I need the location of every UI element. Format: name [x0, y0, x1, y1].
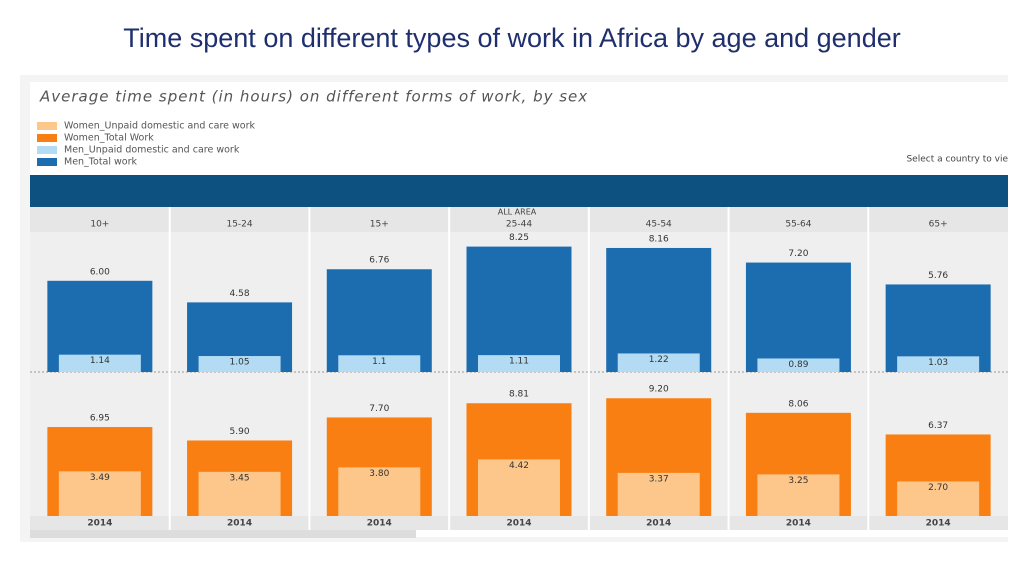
value-label: 3.45 [230, 473, 250, 483]
value-label: 1.14 [90, 356, 110, 366]
value-label: 3.37 [649, 474, 669, 484]
bar [338, 355, 421, 372]
category-label: 15+ [370, 220, 389, 230]
area-label: ALL AREA [498, 208, 537, 217]
year-label: 2014 [786, 519, 811, 529]
bar [478, 459, 560, 516]
bar [757, 358, 840, 372]
slide-title: Time spent on different types of work in… [123, 23, 900, 53]
value-label: 5.90 [230, 427, 250, 437]
category-label: 55-64 [785, 220, 811, 230]
bar [897, 356, 980, 372]
category-label: 45-54 [646, 220, 672, 230]
legend-swatch [37, 122, 57, 130]
note: Select a country to vie [906, 155, 1008, 165]
value-label: 8.25 [509, 233, 529, 243]
value-label: 6.76 [369, 256, 389, 266]
value-label: 6.95 [90, 414, 110, 424]
value-label: 8.06 [788, 399, 808, 409]
bar [617, 353, 700, 372]
year-label: 2014 [87, 519, 112, 529]
bar [58, 354, 141, 372]
legend-swatch [37, 134, 57, 142]
bar [466, 246, 572, 372]
bar [606, 247, 712, 372]
scrollbar [30, 530, 416, 538]
value-label: 3.49 [90, 473, 110, 483]
value-label: 9.20 [649, 385, 669, 395]
bar [338, 467, 421, 516]
value-label: 1.03 [928, 358, 948, 368]
bar [897, 481, 980, 516]
year-row [30, 516, 1008, 530]
legend-label: Men_Total work [64, 157, 138, 168]
bar [478, 355, 560, 372]
legend-swatch [37, 146, 57, 154]
value-label: 5.76 [928, 271, 948, 281]
header-row [30, 207, 1008, 232]
value-label: 6.00 [90, 267, 110, 277]
bar [745, 262, 851, 372]
value-label: 6.37 [928, 421, 948, 431]
value-label: 1.05 [230, 358, 250, 368]
value-label: 7.70 [369, 404, 389, 414]
bar [617, 472, 700, 516]
value-label: 1.22 [649, 355, 669, 365]
bar [58, 471, 141, 516]
value-label: 7.20 [788, 249, 808, 259]
category-label: 15-24 [226, 220, 252, 230]
value-label: 1.11 [509, 357, 529, 367]
legend-label: Men_Unpaid domestic and care work [64, 145, 240, 156]
chart-title: Average time spent (in hours) on differe… [39, 88, 588, 106]
category-label: 25-44 [506, 220, 532, 230]
value-label: 0.89 [788, 360, 808, 370]
bar [198, 356, 281, 372]
value-label: 3.80 [369, 469, 389, 479]
year-label: 2014 [227, 519, 252, 529]
bar [198, 471, 281, 516]
value-label: 8.81 [509, 390, 529, 400]
category-label: 65+ [929, 220, 948, 230]
value-label: 4.58 [230, 289, 250, 299]
value-label: 8.16 [649, 234, 669, 244]
year-label: 2014 [646, 519, 671, 529]
legend-swatch [37, 158, 57, 166]
bar [326, 269, 432, 372]
legend-label: Women_Total Work [64, 133, 154, 144]
category-label: 10+ [90, 220, 109, 230]
value-label: 4.42 [509, 461, 529, 471]
bar [757, 474, 840, 516]
year-label: 2014 [506, 519, 531, 529]
year-label: 2014 [926, 519, 951, 529]
value-label: 3.25 [788, 476, 808, 486]
value-label: 1.1 [372, 357, 386, 367]
value-label: 2.70 [928, 483, 948, 493]
header-band [30, 175, 1008, 207]
legend-label: Women_Unpaid domestic and care work [64, 121, 256, 132]
year-label: 2014 [367, 519, 392, 529]
